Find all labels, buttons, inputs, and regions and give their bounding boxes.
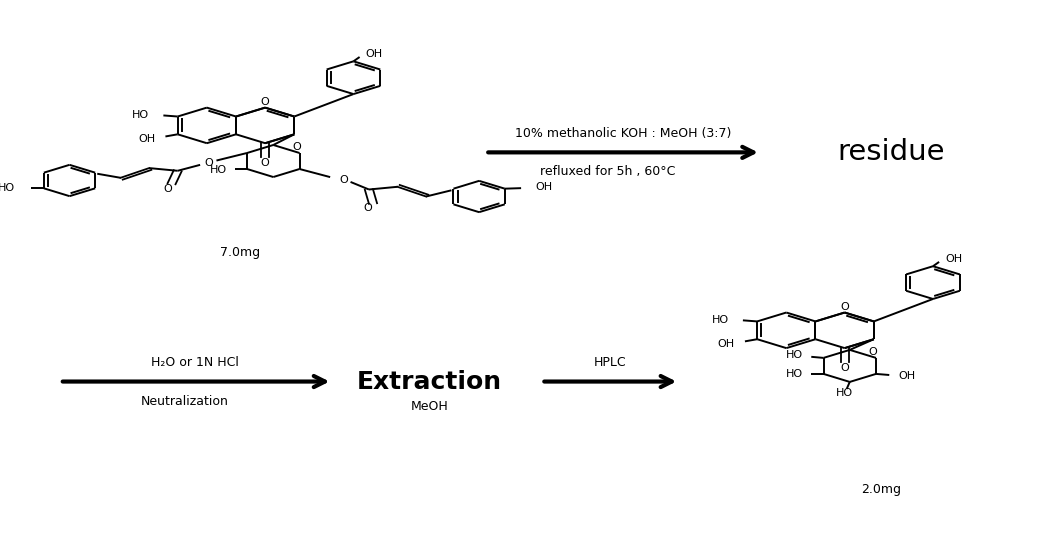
Text: 2.0mg: 2.0mg: [861, 483, 901, 496]
Text: MeOH: MeOH: [411, 401, 449, 414]
Text: OH: OH: [535, 182, 553, 192]
Text: 10% methanolic KOH : MeOH (3:7): 10% methanolic KOH : MeOH (3:7): [515, 127, 731, 140]
Text: HO: HO: [836, 388, 853, 398]
Text: OH: OH: [138, 134, 155, 144]
Text: O: O: [840, 363, 849, 372]
Text: O: O: [261, 97, 270, 107]
Text: residue: residue: [837, 138, 945, 166]
Text: O: O: [840, 302, 849, 312]
Text: O: O: [163, 184, 172, 193]
Text: HPLC: HPLC: [594, 356, 627, 369]
Text: O: O: [363, 203, 373, 214]
Text: O: O: [339, 175, 347, 185]
Text: HO: HO: [210, 165, 226, 175]
Text: Neutralization: Neutralization: [140, 395, 229, 408]
Text: O: O: [869, 347, 877, 357]
Text: OH: OH: [946, 254, 962, 263]
Text: Extraction: Extraction: [357, 370, 502, 393]
Text: 7.0mg: 7.0mg: [220, 246, 260, 259]
Text: O: O: [204, 158, 213, 167]
Text: OH: OH: [365, 49, 383, 59]
Text: HO: HO: [0, 183, 16, 193]
Text: OH: OH: [717, 339, 735, 349]
Text: refluxed for 5h , 60°C: refluxed for 5h , 60°C: [540, 165, 675, 178]
Text: O: O: [293, 143, 301, 152]
Text: O: O: [261, 158, 270, 167]
Text: HO: HO: [786, 350, 803, 360]
Text: HO: HO: [132, 110, 150, 120]
Text: H₂O or 1N HCl: H₂O or 1N HCl: [151, 356, 239, 369]
Text: HO: HO: [712, 315, 729, 325]
Text: OH: OH: [898, 371, 915, 380]
Text: HO: HO: [786, 370, 803, 379]
